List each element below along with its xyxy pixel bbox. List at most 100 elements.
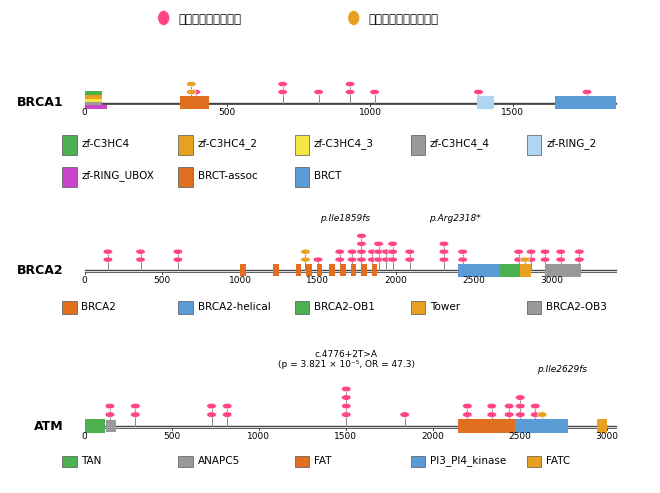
Ellipse shape [381,257,391,262]
Text: TAN: TAN [81,456,102,466]
Bar [372,264,378,276]
Ellipse shape [222,412,232,418]
Bar [62,301,77,314]
Ellipse shape [335,257,345,262]
Text: 1000: 1000 [228,276,251,284]
Ellipse shape [341,403,351,409]
Ellipse shape [356,241,366,246]
Text: 機能欠失バリアント: 機能欠失バリアント [178,12,242,26]
Ellipse shape [314,89,323,95]
Ellipse shape [222,403,232,409]
Ellipse shape [515,403,525,409]
Ellipse shape [541,257,550,262]
Ellipse shape [405,249,414,254]
Ellipse shape [370,89,379,95]
Ellipse shape [368,257,377,262]
Ellipse shape [105,412,115,418]
Bar [527,135,541,155]
Ellipse shape [487,412,496,418]
Ellipse shape [531,403,540,409]
Bar [597,419,607,433]
Ellipse shape [103,257,113,262]
Ellipse shape [537,412,547,418]
Bar [458,419,515,433]
Ellipse shape [526,249,536,254]
Bar [545,264,581,277]
Text: c.4776+2T>A
(p = 3.821 × 10⁻⁵, OR = 47.3): c.4776+2T>A (p = 3.821 × 10⁻⁵, OR = 47.3… [278,350,414,369]
Ellipse shape [504,412,514,418]
Ellipse shape [520,257,530,262]
Bar [329,264,335,276]
Bar [106,420,116,432]
Ellipse shape [335,249,345,254]
Ellipse shape [487,403,496,409]
Ellipse shape [187,89,196,95]
Ellipse shape [191,89,201,95]
Ellipse shape [388,257,397,262]
Text: BRCA2-OB3: BRCA2-OB3 [546,302,607,312]
Bar [85,95,102,106]
Ellipse shape [463,403,472,409]
Ellipse shape [341,412,351,418]
Bar [515,419,568,433]
Ellipse shape [158,10,170,26]
Bar [477,96,494,109]
Text: Pl3_Pl4_kinase: Pl3_Pl4_kinase [430,456,506,466]
Ellipse shape [575,249,584,254]
Bar [527,456,541,467]
Text: 1500: 1500 [334,432,357,441]
Bar [411,135,425,155]
Text: 2500: 2500 [508,432,531,441]
Bar [178,135,193,155]
Text: BRCA2: BRCA2 [81,302,116,312]
Ellipse shape [374,241,383,246]
Bar [240,264,246,276]
Bar [62,135,77,155]
Bar [62,456,77,467]
Text: BRCA1: BRCA1 [16,96,63,109]
Bar [317,264,322,276]
Ellipse shape [131,412,140,418]
Ellipse shape [374,249,383,254]
Text: 2500: 2500 [462,276,485,284]
Text: 1000: 1000 [358,108,381,117]
Text: zf-C3HC4_2: zf-C3HC4_2 [197,139,257,149]
Bar [85,105,108,108]
Ellipse shape [136,249,145,254]
Ellipse shape [541,249,550,254]
Text: zf-C3HC4_3: zf-C3HC4_3 [314,139,374,149]
Text: zf-C3HC4: zf-C3HC4 [81,139,129,149]
Ellipse shape [388,241,397,246]
Ellipse shape [347,249,357,254]
Text: BRCA2: BRCA2 [16,264,63,277]
Text: 2000: 2000 [421,432,444,441]
Ellipse shape [347,257,357,262]
Bar [350,264,356,276]
Bar [85,419,105,433]
Ellipse shape [439,249,449,254]
Bar [527,301,541,314]
Text: 500: 500 [163,432,180,441]
Text: 0: 0 [82,276,87,284]
Ellipse shape [301,249,310,254]
Text: 0: 0 [82,432,87,441]
Ellipse shape [374,257,383,262]
Ellipse shape [504,403,514,409]
Text: Tower: Tower [430,302,460,312]
Text: 500: 500 [154,276,171,284]
Bar [361,264,367,276]
Bar [85,99,102,106]
Ellipse shape [173,249,183,254]
Bar [62,167,77,186]
Ellipse shape [515,395,525,400]
Ellipse shape [556,257,566,262]
Ellipse shape [531,412,540,418]
Ellipse shape [278,89,287,95]
Ellipse shape [474,89,483,95]
Text: zf-C3HC4_4: zf-C3HC4_4 [430,139,490,149]
Ellipse shape [514,249,523,254]
Bar [294,301,309,314]
Ellipse shape [405,257,414,262]
Ellipse shape [400,412,409,418]
Bar [520,264,531,277]
